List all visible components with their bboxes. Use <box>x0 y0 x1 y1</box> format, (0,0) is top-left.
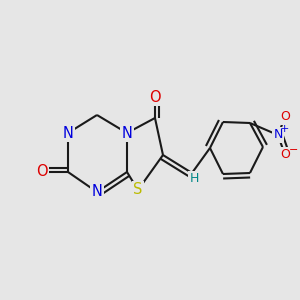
Text: O: O <box>149 89 161 104</box>
Text: O: O <box>280 148 290 161</box>
Text: N: N <box>273 128 283 142</box>
Text: N: N <box>122 125 132 140</box>
Text: O: O <box>280 110 290 124</box>
Text: O: O <box>36 164 48 179</box>
Text: +: + <box>280 124 290 134</box>
Text: N: N <box>63 125 74 140</box>
Text: H: H <box>189 172 199 185</box>
Text: N: N <box>92 184 102 200</box>
Text: −: − <box>289 145 299 155</box>
Text: S: S <box>133 182 143 197</box>
